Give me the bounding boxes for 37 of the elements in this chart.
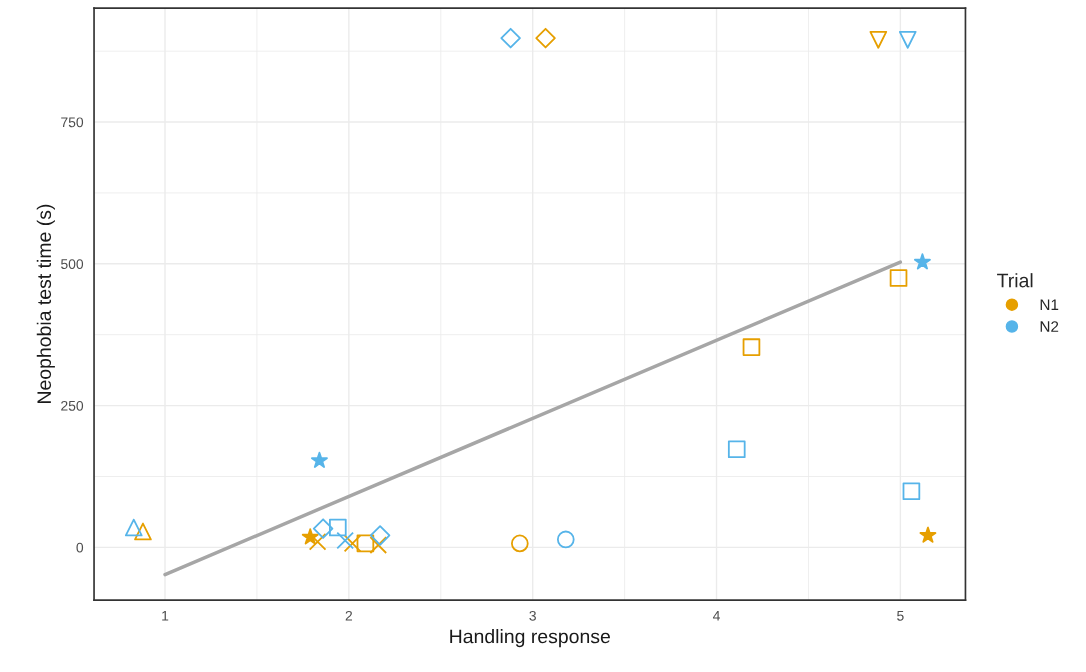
point: [913, 253, 931, 270]
point: [124, 518, 143, 537]
point: [500, 27, 521, 49]
point: [369, 525, 391, 546]
point: [328, 518, 347, 537]
y-axis-title: Neophobia test time (s): [36, 204, 55, 403]
legend-title: Trial: [997, 273, 1033, 288]
y-tick-label: 0: [76, 542, 84, 553]
point: [919, 526, 937, 543]
point: [308, 532, 327, 551]
point: [336, 531, 354, 550]
y-tick-label: 500: [61, 259, 84, 269]
y-tick-label: 250: [61, 400, 84, 411]
x-tick-label: 5: [897, 611, 904, 621]
point: [343, 534, 362, 553]
point: [898, 30, 917, 49]
legend-label: N1: [1040, 299, 1059, 310]
point: [134, 522, 152, 541]
point: [556, 530, 575, 549]
point: [742, 338, 761, 357]
legend-label: N2: [1040, 321, 1059, 332]
point: [902, 482, 921, 501]
x-tick-label: 1: [162, 611, 169, 621]
x-tick-label: 4: [712, 611, 720, 621]
point: [511, 534, 529, 553]
x-tick-label: 2: [345, 610, 353, 621]
y-tick-label: 750: [61, 117, 84, 128]
x-tick-label: 3: [529, 610, 536, 621]
point: [889, 269, 908, 287]
x-axis-title: Handling response: [450, 629, 610, 648]
point: [869, 30, 888, 49]
point: [369, 536, 388, 554]
point: [311, 451, 328, 468]
point: [312, 518, 334, 539]
point: [535, 27, 556, 49]
point: [356, 534, 375, 553]
point: [727, 440, 746, 459]
